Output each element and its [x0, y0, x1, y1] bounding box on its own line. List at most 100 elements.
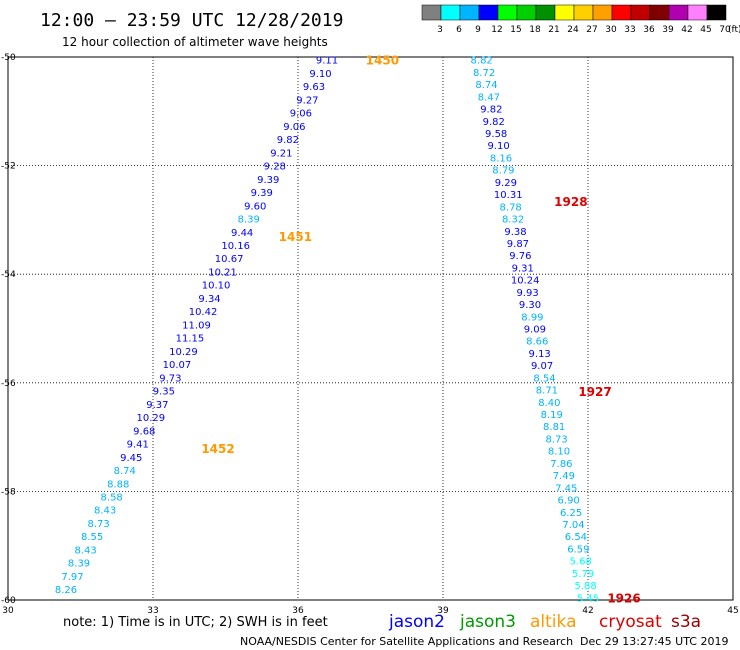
chart-subtitle: 12 hour collection of altimeter wave hei… [62, 35, 328, 49]
swh-value-label: 8.55 [81, 532, 103, 543]
colorbar-swatch [421, 4, 442, 21]
swh-value-label: 8.40 [538, 398, 560, 409]
colorbar-label: 9 [475, 25, 481, 35]
colorbar-swatch [459, 4, 480, 21]
swh-value-label: 11.15 [176, 334, 205, 345]
colorbar-swatch [706, 4, 727, 21]
colorbar-label: 39 [662, 25, 674, 35]
colorbar-label: 27 [586, 25, 597, 35]
colorbar-label: 70 [719, 25, 731, 35]
swh-value-label: 9.28 [264, 162, 286, 173]
swh-value-label: 8.43 [94, 506, 116, 517]
colorbar-label: 12 [491, 25, 502, 35]
swh-value-label: 9.87 [507, 239, 529, 250]
swh-value-label: 9.09 [524, 325, 546, 336]
swh-value-label: 10.24 [511, 276, 540, 287]
swh-value-label: 9.13 [529, 349, 551, 360]
timestamp-text: Dec 29 13:27:45 UTC 2019 [580, 635, 728, 648]
satellite-name: cryosat [599, 612, 662, 632]
colorbar-label: 24 [567, 25, 579, 35]
colorbar-label: 15 [510, 25, 521, 35]
swh-value-label: 9.11 [316, 56, 338, 67]
swh-value-label: 10.16 [221, 241, 250, 252]
swh-value-label: 9.63 [303, 82, 325, 93]
y-tick-label: -54 [1, 270, 16, 280]
swh-value-label: 8.47 [478, 92, 500, 103]
y-tick-label: -52 [1, 162, 16, 172]
swh-value-label: 9.82 [277, 135, 299, 146]
colorbar-swatch [592, 4, 613, 21]
swh-value-label: 9.73 [159, 373, 181, 384]
plot-frame [7, 56, 734, 601]
swh-value-label: 8.43 [74, 545, 96, 556]
colorbar-swatch [611, 4, 632, 21]
swh-value-label: 8.88 [107, 479, 129, 490]
swh-value-label: 10.31 [494, 190, 523, 201]
colorbar-swatch [573, 4, 594, 21]
swh-track: 8.828.728.748.479.829.829.589.108.168.79… [471, 56, 600, 605]
colorbar-label: 3 [437, 25, 443, 35]
swh-value-label: 11.09 [182, 320, 211, 331]
colorbar-label: 30 [605, 25, 617, 35]
swh-value-label: 8.74 [475, 80, 497, 91]
swh-value-label: 10.67 [215, 254, 244, 265]
satellite-name: jason2 [388, 612, 445, 632]
swh-value-label: 8.32 [502, 215, 524, 226]
swh-value-label: 8.82 [471, 56, 493, 67]
satellite-legend: jason2 jason3 altika cryosat s3a [388, 612, 701, 632]
swh-value-label: 10.10 [202, 281, 231, 292]
swh-value-label: 10.42 [189, 307, 218, 318]
y-tick-label: -56 [1, 379, 16, 389]
swh-value-label: 8.39 [68, 559, 90, 570]
swh-value-label: 9.39 [257, 175, 279, 186]
colorbar-swatch [516, 4, 537, 21]
swh-value-label: 9.76 [509, 251, 531, 262]
swh-value-label: 8.16 [490, 153, 512, 164]
swh-value-label: 9.82 [480, 105, 502, 116]
swh-value-label: 9.38 [504, 227, 526, 238]
swh-value-label: 9.37 [146, 400, 168, 411]
colorbar-swatch [554, 4, 575, 21]
pass-time-label: 1451 [279, 230, 312, 244]
swh-value-label: 6.59 [567, 544, 589, 555]
colorbar-swatch [630, 4, 651, 21]
y-tick-label: -58 [1, 487, 16, 497]
swh-value-label: 10.21 [208, 267, 237, 278]
swh-value-label: 8.72 [473, 68, 495, 79]
colorbar-swatch [497, 4, 518, 21]
x-tick-label: 36 [292, 606, 304, 616]
swh-value-label: 5.79 [572, 569, 594, 580]
swh-value-label: 7.97 [61, 572, 83, 583]
swh-value-label: 8.78 [500, 202, 522, 213]
swh-value-label: 6.90 [558, 496, 580, 507]
colorbar-label: 33 [624, 25, 635, 35]
swh-value-label: 10.29 [137, 413, 166, 424]
swh-value-label: 9.35 [153, 387, 175, 398]
swh-value-label: 9.44 [231, 228, 253, 239]
swh-value-label: 8.74 [114, 466, 136, 477]
swh-value-label: 8.81 [543, 422, 565, 433]
colorbar-swatch [649, 4, 670, 21]
swh-value-label: 8.99 [521, 312, 543, 323]
swh-value-label: 7.49 [553, 471, 575, 482]
colorbar-label: 21 [548, 25, 559, 35]
swh-value-label: 5.45 [577, 593, 599, 604]
swh-value-label: 9.39 [251, 188, 273, 199]
swh-value-label: 5.68 [570, 557, 592, 568]
swh-value-label: 8.71 [536, 386, 558, 397]
swh-value-label: 9.45 [120, 453, 142, 464]
swh-value-label: 8.73 [87, 519, 109, 530]
swh-value-label: 8.58 [101, 492, 123, 503]
footer-note: note: 1) Time is in UTC; 2) SWH is in fe… [63, 615, 328, 630]
swh-value-label: 8.66 [526, 337, 548, 348]
swh-value-label: 9.60 [244, 201, 266, 212]
swh-value-label: 8.79 [492, 166, 514, 177]
swh-value-label: 8.73 [545, 434, 567, 445]
swh-value-label: 10.07 [163, 360, 192, 371]
swh-value-label: 9.06 [290, 109, 312, 120]
swh-value-label: 9.10 [309, 69, 331, 80]
satellite-name: altika [530, 612, 577, 632]
swh-value-label: 9.27 [296, 95, 318, 106]
swh-value-label: 8.19 [541, 410, 563, 421]
